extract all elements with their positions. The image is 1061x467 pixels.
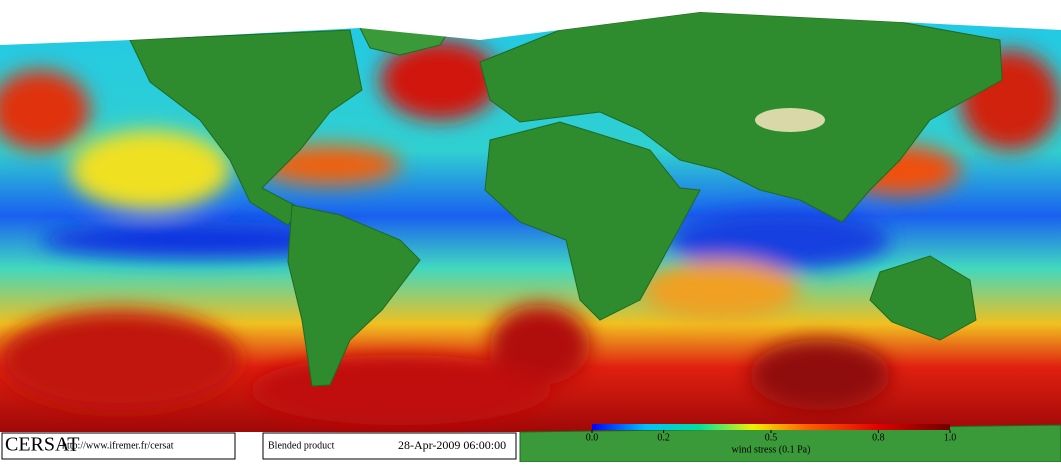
land: [129, 11, 1061, 463]
logo-box: [1, 432, 236, 460]
colorbar-tick-label: 0.0: [586, 432, 599, 443]
product: Blended product: [268, 440, 335, 451]
colorbar-label: wind stress (0.1 Pa): [732, 444, 811, 455]
colorbar: [592, 424, 950, 430]
date: 28-Apr-2009 06:00:00: [398, 438, 506, 452]
logo: CERSAT: [5, 434, 79, 456]
colorbar-tick-label: 0.8: [872, 432, 885, 443]
colorbar-tick-label: 1.0: [944, 432, 957, 443]
product-box: [262, 432, 517, 460]
plateau: [755, 108, 825, 132]
url: http://www.ifremer.fr/cersat: [62, 440, 174, 451]
polar-cap: [0, 0, 1061, 45]
colorbar-tick-label: 0.2: [657, 432, 670, 443]
colorbar-tick-label: 0.5: [765, 432, 778, 443]
